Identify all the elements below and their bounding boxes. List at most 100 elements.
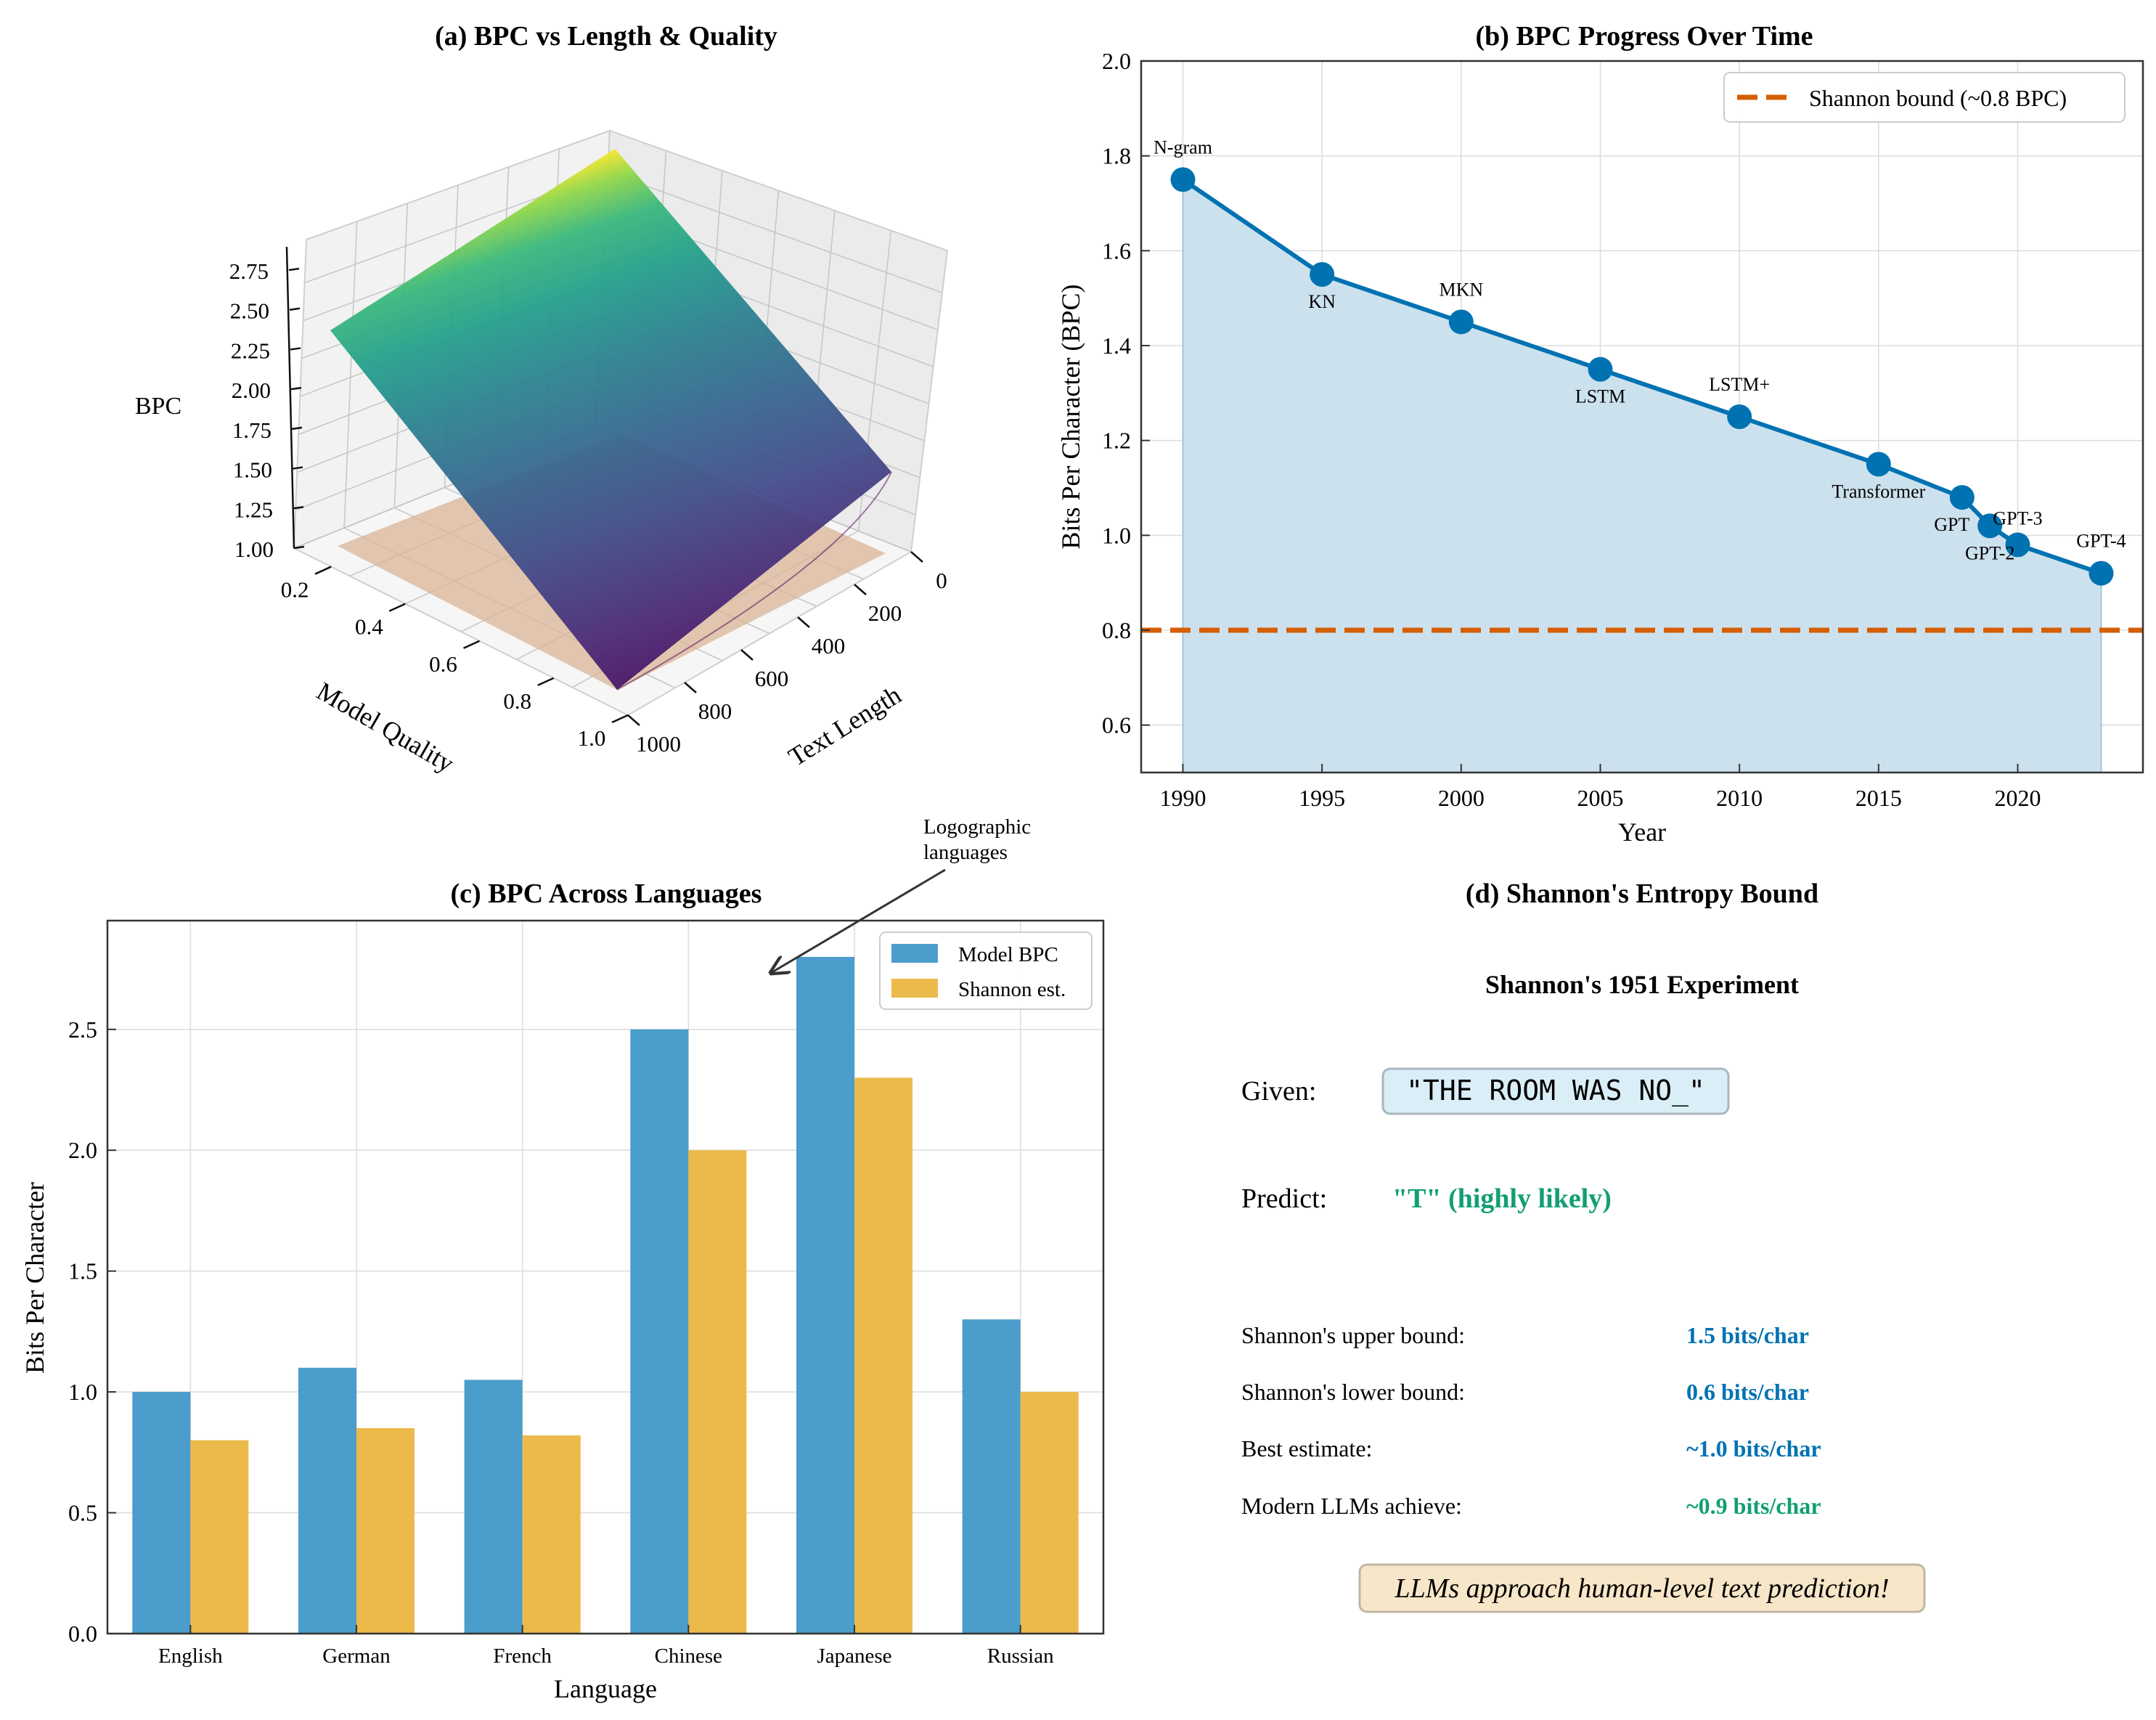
c-tick-label-y: 0.0 [68,1621,97,1647]
c-tick-label-x: German [322,1644,391,1668]
bound-row-value: 0.6 bits/char [1686,1379,1809,1405]
shannon-est-bar [854,1077,913,1634]
b-tick-label-y: 2.0 [1102,48,1131,74]
bpc-point [2005,532,2030,558]
b-tick-label-y: 1.2 [1102,428,1131,454]
model-label: GPT-4 [2076,531,2126,552]
y-tick-label: 1.0 [578,725,606,751]
predict-label: Predict: [1241,1183,1327,1214]
b-tick-label-x: 2020 [1995,785,2041,811]
panel-c-ticks: 0.0 0.5 1.0 1.5 2.0 2.5 English German French Chi… [68,1016,1054,1668]
model-bpc-bar [630,1029,689,1634]
panel-c-legend: Model BPC Shannon est. [879,932,1093,1010]
c-tick-label-y: 1.5 [68,1258,97,1284]
bpc-point [1588,356,1613,382]
shannon-est-bar [1020,1392,1079,1634]
model-label: Transformer [1832,481,1925,502]
bound-row-value: ~0.9 bits/char [1686,1493,1821,1519]
model-bpc-bar [962,1319,1021,1634]
model-bpc-bar [132,1392,191,1634]
z-tick-mark [293,545,305,550]
panel-b: (b) BPC Progress Over Time N-gram KN MKN LS… [1056,21,2144,847]
y-axis-label: Model Quality [312,677,460,778]
c-tick-label-y: 0.5 [68,1500,97,1526]
panel-c-ylabel: Bits Per Character [20,1182,49,1374]
panel-a: (a) BPC vs Length & Quality BPC Model Qu… [135,21,949,778]
model-label: MKN [1439,279,1483,300]
b-tick-label-y: 1.6 [1102,237,1131,264]
footer-box [1358,1563,1926,1613]
bpc-point [1170,167,1196,192]
x-tick-label: 200 [868,600,902,626]
panel-b-xlabel: Year [1618,818,1666,847]
b-tick-label-x: 1995 [1299,785,1345,811]
x-tick-mark [684,682,697,693]
model-label: GPT [1934,514,1969,535]
model-bpc-bar [796,956,854,1634]
x-tick-mark [797,616,810,628]
y-tick-mark [388,603,406,612]
x-tick-label: 1000 [636,731,681,757]
predict-text: "T" (highly likely) [1392,1183,1612,1214]
panel-c-title: (c) BPC Across Languages [451,879,762,909]
x-tick-mark [740,649,754,661]
b-tick-label-x: 2015 [1855,785,1902,811]
shannon-est-bar [688,1150,747,1634]
z-tick-mark [292,466,303,470]
panel-b-title: (b) BPC Progress Over Time [1475,21,1813,52]
surface-edge [616,471,892,690]
c-tick-label-x: English [158,1644,223,1668]
z-axis-label: BPC [135,393,181,420]
panel-c-bars [132,956,1079,1634]
bpc-points [1170,167,2114,586]
given-label: Given: [1241,1076,1316,1106]
c-tick-label-x: French [493,1644,552,1668]
b-tick-label-x: 2010 [1716,785,1763,811]
bpc-point [1310,262,1335,287]
b-tick-label-y: 0.8 [1102,617,1131,643]
bpc-point [1448,309,1474,335]
b-tick-label-y: 1.8 [1102,143,1131,169]
z-tick-mark [290,386,302,391]
shannon-est-bar [522,1435,581,1634]
c-tick-label-y: 2.5 [68,1016,97,1043]
panel-b-ylabel: Bits Per Character (BPC) [1056,285,1085,550]
z-axis-line [285,246,295,549]
z-tick-label: 2.50 [230,298,269,324]
x-tick-mark [627,714,640,726]
given-box [1381,1067,1730,1115]
legend-model-swatch [891,944,938,963]
annotation-arrow [771,868,946,973]
model-label: KN [1308,291,1336,312]
bound-row-label: Shannon's upper bound: [1241,1322,1465,1348]
bpc-point [1977,513,2003,539]
z-tick-mark [291,426,303,431]
z-tick-label: 2.75 [229,258,269,284]
model-label: LSTM+ [1709,374,1770,395]
bound-rows: Shannon's upper bound: 1.5 bits/char Shann… [1241,1322,1821,1519]
panel-c-grid [107,921,1103,1634]
z-tick-mark [293,506,304,510]
z-tick-label: 1.75 [232,417,271,443]
y-tick-label: 0.4 [355,614,383,640]
panel-c: (c) BPC Across Languages 0.0 0.5 1.0 1.5 2.0… [20,815,1105,1703]
z-tick-mark [288,267,300,272]
bound-row-label: Shannon's lower bound: [1241,1379,1465,1405]
x-tick-label: 600 [755,666,789,691]
x-tick-mark [910,551,923,563]
b-tick-label-x: 2000 [1438,785,1485,811]
model-label: GPT-2 [1965,542,2014,563]
logographic-annotation: Logographic languages [771,815,1031,973]
model-bpc-bar [464,1379,523,1634]
y-tick-mark [463,640,481,649]
c-tick-label-x: Russian [987,1644,1054,1668]
y-tick-mark [314,566,332,575]
bound-row-label: Best estimate: [1241,1435,1372,1462]
panel-d-subtitle: Shannon's 1951 Experiment [1485,970,1799,999]
x-axis-label: Text Length [783,680,906,772]
ticks-3d: 1.001.251.501.752.002.252.502.750.20.40.… [229,246,947,757]
annotation-line-1: Logographic [923,815,1031,839]
model-labels: N-gram KN MKN LSTM LSTM+ Transformer GPT GPT-2 G… [1153,136,2126,563]
x-tick-label: 400 [812,633,846,659]
